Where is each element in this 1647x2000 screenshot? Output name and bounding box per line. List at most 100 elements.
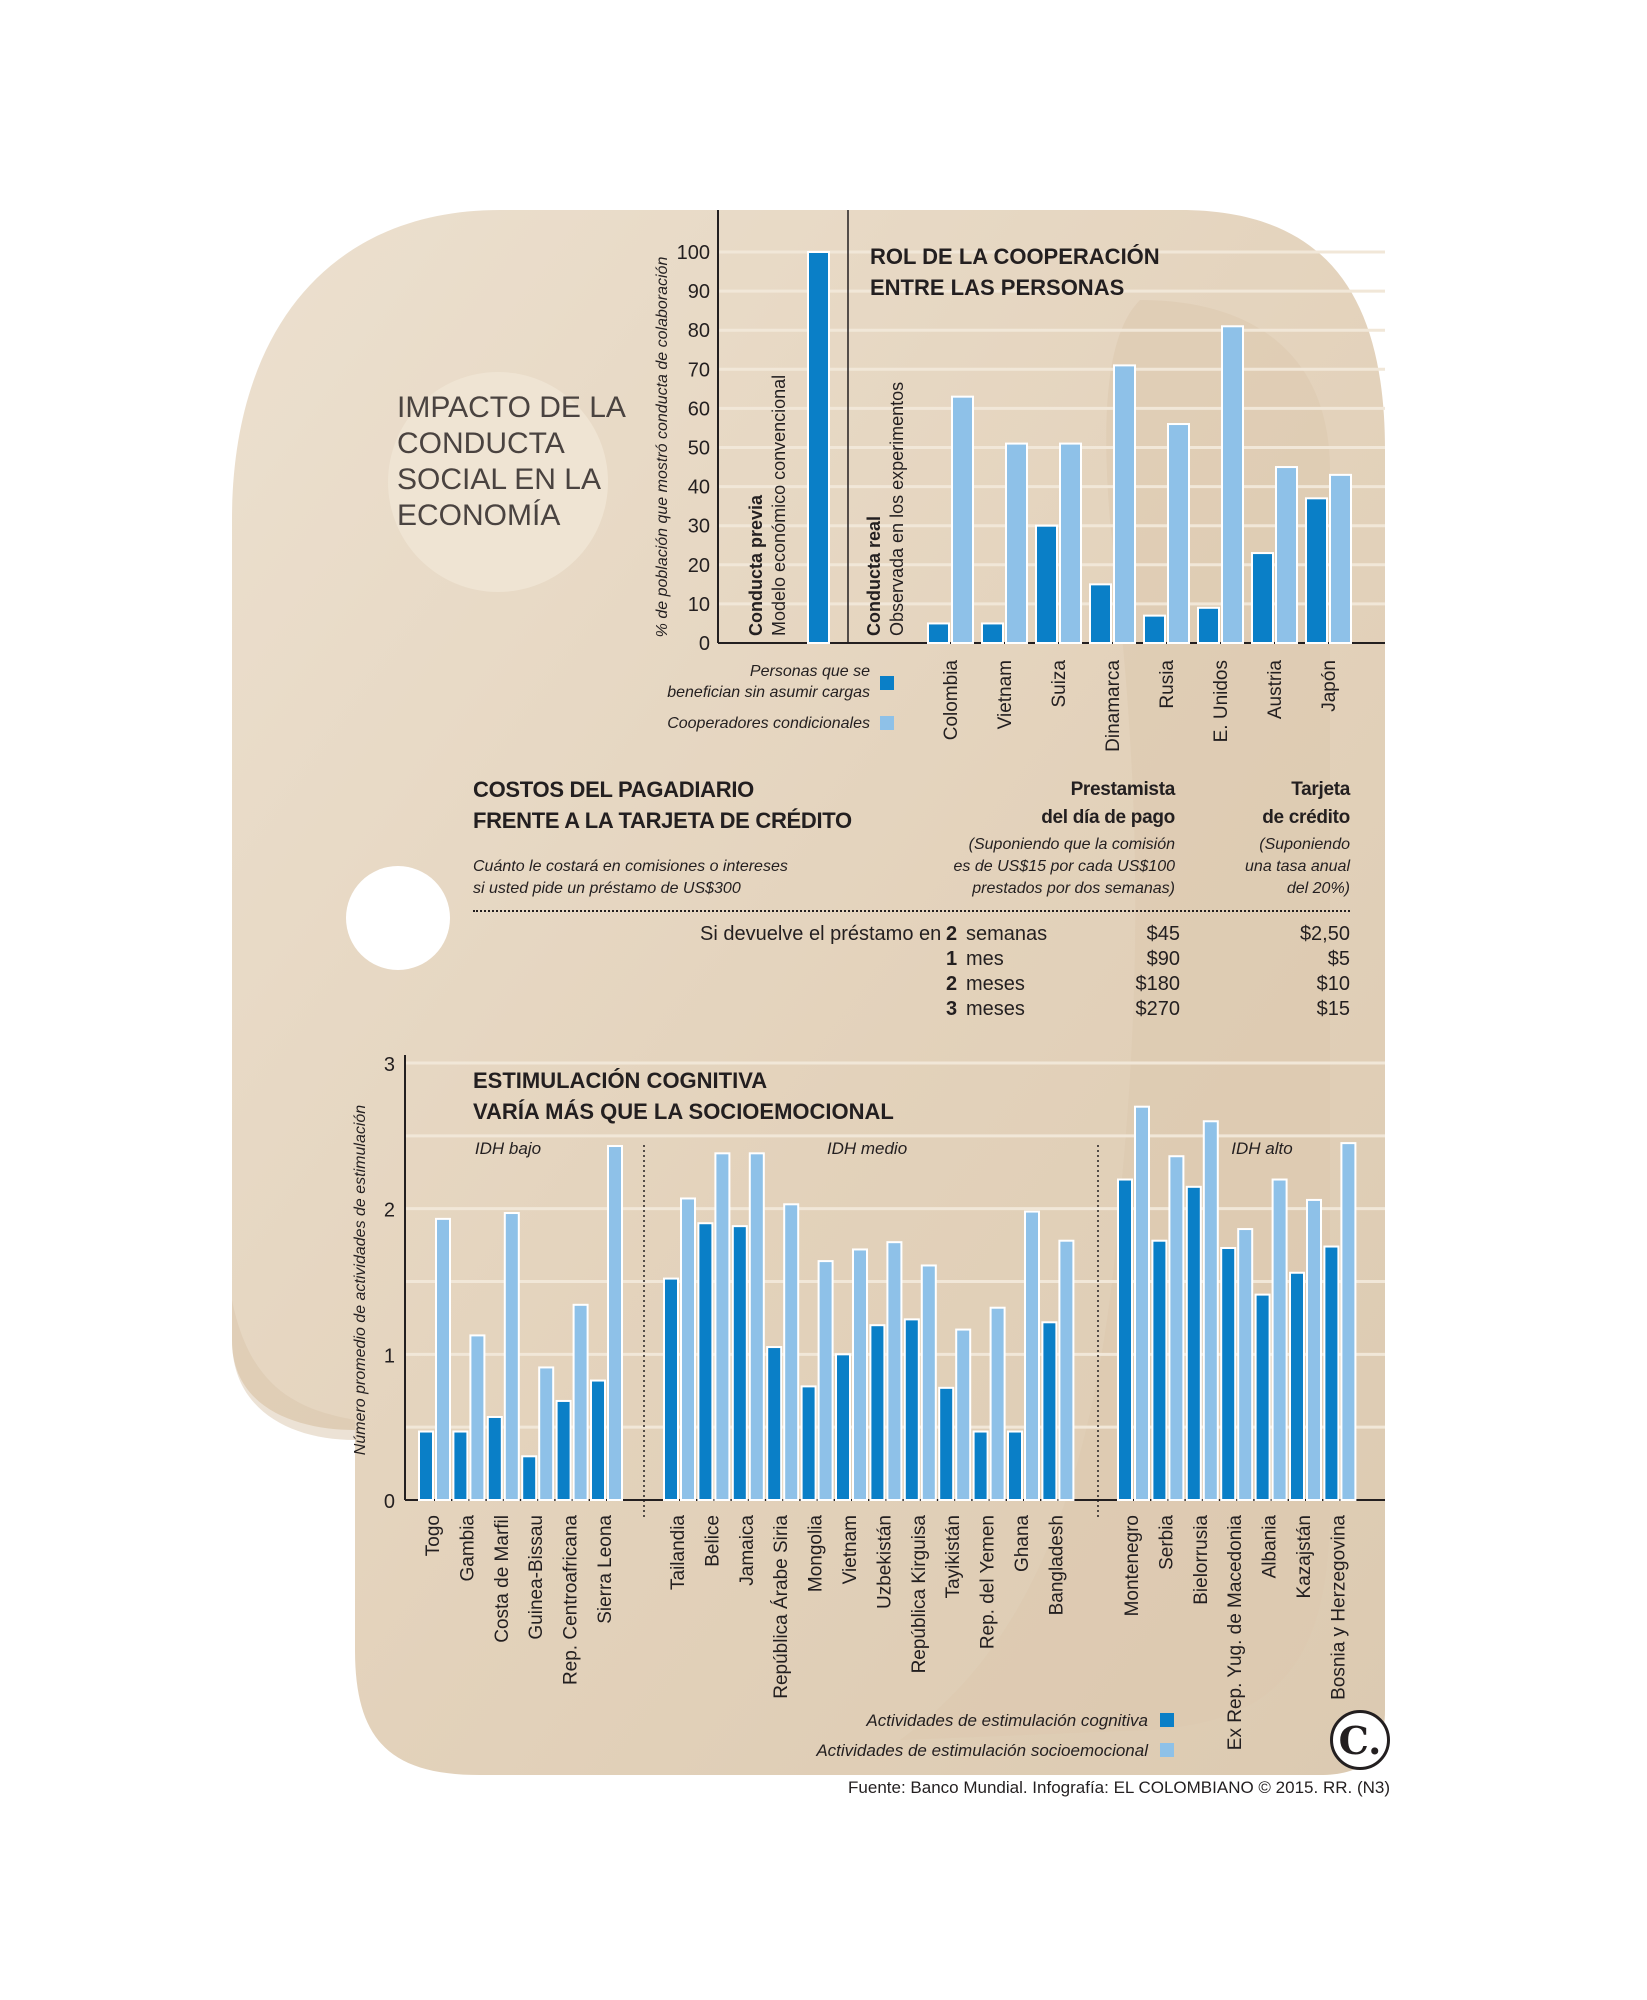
bar-socioemotional	[1168, 1155, 1185, 1502]
legend-swatch-dark	[880, 676, 894, 690]
x-tick-label: Belice	[702, 1515, 723, 1567]
card-col-head2: de crédito	[1262, 807, 1350, 828]
source-credit: Fuente: Banco Mundial. Infografía: EL CO…	[848, 1778, 1390, 1797]
chart-title-line1: ROL DE LA COOPERACIÓN	[870, 244, 1160, 269]
x-tick-label: Rusia	[1157, 660, 1178, 709]
bar-cooperator	[1113, 364, 1136, 644]
x-tick-label: Bosnia y Herzegovina	[1328, 1515, 1349, 1700]
bar-socioemotional	[1271, 1178, 1288, 1501]
row-card-cost: $5	[1327, 948, 1350, 970]
bar-socioemotional	[1134, 1105, 1150, 1501]
bar-cognitive	[903, 1318, 920, 1501]
row-payday-cost: $270	[1135, 998, 1181, 1020]
row-payday-cost: $90	[1146, 948, 1180, 970]
bar-cognitive	[869, 1324, 886, 1501]
bar-cognitive	[555, 1399, 572, 1501]
payday-title-line2: FRENTE A LA TARJETA DE CRÉDITO	[473, 808, 852, 833]
row-card-cost: $2,50	[1299, 923, 1350, 945]
x-tick-label: Austria	[1265, 660, 1286, 720]
x-tick-label: Dinamarca	[1103, 660, 1124, 752]
legend-label: Actividades de estimulación socioemocion…	[815, 1741, 1149, 1760]
x-tick-label: Jamaica	[737, 1515, 758, 1586]
bar-cognitive	[697, 1222, 714, 1501]
legend-label: benefician sin asumir cargas	[667, 684, 870, 701]
x-tick-label: Ex Rep. Yug. de Macedonia	[1225, 1515, 1246, 1751]
card-col-note3: del 20%)	[1286, 880, 1350, 897]
card-col-note2: una tasa anual	[1245, 858, 1350, 875]
x-tick-label: Uzbekistán	[874, 1515, 895, 1609]
group-label: IDH alto	[1231, 1139, 1292, 1158]
x-tick-label: Albania	[1260, 1515, 1281, 1579]
legend-label: Personas que se	[750, 663, 870, 680]
shape-shadow-left	[232, 1300, 355, 1440]
title-circle	[388, 372, 608, 592]
bar-freerider	[927, 622, 950, 645]
x-tick-label: Bangladesh	[1046, 1515, 1067, 1615]
y-tick-label: 0	[384, 1491, 395, 1513]
row-payday-cost: $180	[1135, 973, 1181, 995]
bar-socioemotional	[989, 1306, 1006, 1501]
bar-cooperator	[1275, 466, 1298, 644]
bar-cooperator	[1329, 473, 1352, 644]
bar-cognitive	[486, 1415, 503, 1501]
payday-title-line1: COSTOS DEL PAGADIARIO	[473, 777, 754, 802]
chart-title-line2: VARÍA MÁS QUE LA SOCIOEMOCIONAL	[473, 1099, 894, 1124]
legend-swatch-light	[880, 716, 894, 730]
payday-note-line1: Cuánto le costará en comisiones o intere…	[473, 858, 788, 875]
real-label: Conducta real	[864, 516, 884, 636]
bar-cognitive	[731, 1225, 748, 1501]
bar-socioemotional	[1340, 1142, 1357, 1502]
payday-col-note3: prestados por dos semanas)	[972, 880, 1175, 897]
y-axis-label: Número promedio de actividades de estimu…	[352, 1105, 369, 1456]
bar-cooperator	[951, 395, 974, 645]
x-tick-label: Montenegro	[1122, 1515, 1143, 1616]
y-tick-label: 70	[688, 359, 710, 381]
y-tick-label: 2	[384, 1200, 395, 1222]
x-tick-label: Suiza	[1049, 660, 1070, 708]
bar-freerider	[1089, 583, 1112, 644]
x-tick-label: Bielorrusia	[1191, 1515, 1212, 1605]
x-tick-label: Costa de Marfil	[492, 1515, 513, 1643]
bar-cognitive	[1007, 1430, 1023, 1501]
card-col-note1: (Suponiendo	[1259, 836, 1350, 853]
x-tick-label: Gambia	[457, 1515, 478, 1582]
bar-socioemotional	[538, 1366, 555, 1502]
bar-cognitive	[800, 1385, 817, 1502]
bar-socioemotional	[1237, 1228, 1254, 1502]
x-tick-label: República Kirguisa	[909, 1515, 930, 1674]
bar-socioemotional	[852, 1248, 868, 1502]
bar-socioemotional	[955, 1328, 972, 1501]
bar-freerider	[1251, 552, 1274, 645]
y-tick-label: 1	[384, 1345, 395, 1367]
bar-cognitive	[766, 1346, 783, 1502]
bar-socioemotional	[783, 1203, 800, 1501]
x-tick-label: Sierra Leona	[595, 1515, 616, 1624]
x-tick-label: Guinea-Bissau	[526, 1515, 547, 1640]
y-tick-label: 60	[688, 398, 710, 420]
row-num: 1	[946, 948, 958, 970]
bar-socioemotional	[572, 1303, 589, 1501]
y-tick-label: 0	[699, 633, 710, 655]
y-tick-label: 100	[677, 242, 710, 264]
punch-hole	[346, 866, 450, 970]
bar-freerider	[1197, 606, 1220, 644]
x-tick-label: Colombia	[941, 660, 962, 741]
row-num: 2	[946, 973, 958, 995]
row-unit: semanas	[966, 923, 1048, 945]
bar-cooperator	[1167, 423, 1190, 645]
bar-socioemotional	[469, 1334, 486, 1501]
chart-title-line2: ENTRE LAS PERSONAS	[870, 275, 1124, 300]
bar-cognitive	[1117, 1178, 1133, 1501]
real-sub-label: Observada en los experimentos	[887, 382, 907, 636]
bar-previa	[807, 251, 830, 644]
row-payday-cost: $45	[1146, 923, 1180, 945]
payday-col-note1: (Suponiendo que la comisión	[968, 836, 1175, 853]
x-tick-label: Vietnam	[840, 1515, 861, 1584]
bar-freerider	[1035, 524, 1058, 645]
y-tick-label: 10	[688, 594, 710, 616]
bar-socioemotional	[607, 1145, 623, 1502]
bar-cognitive	[972, 1430, 989, 1501]
row-num: 2	[946, 923, 958, 945]
